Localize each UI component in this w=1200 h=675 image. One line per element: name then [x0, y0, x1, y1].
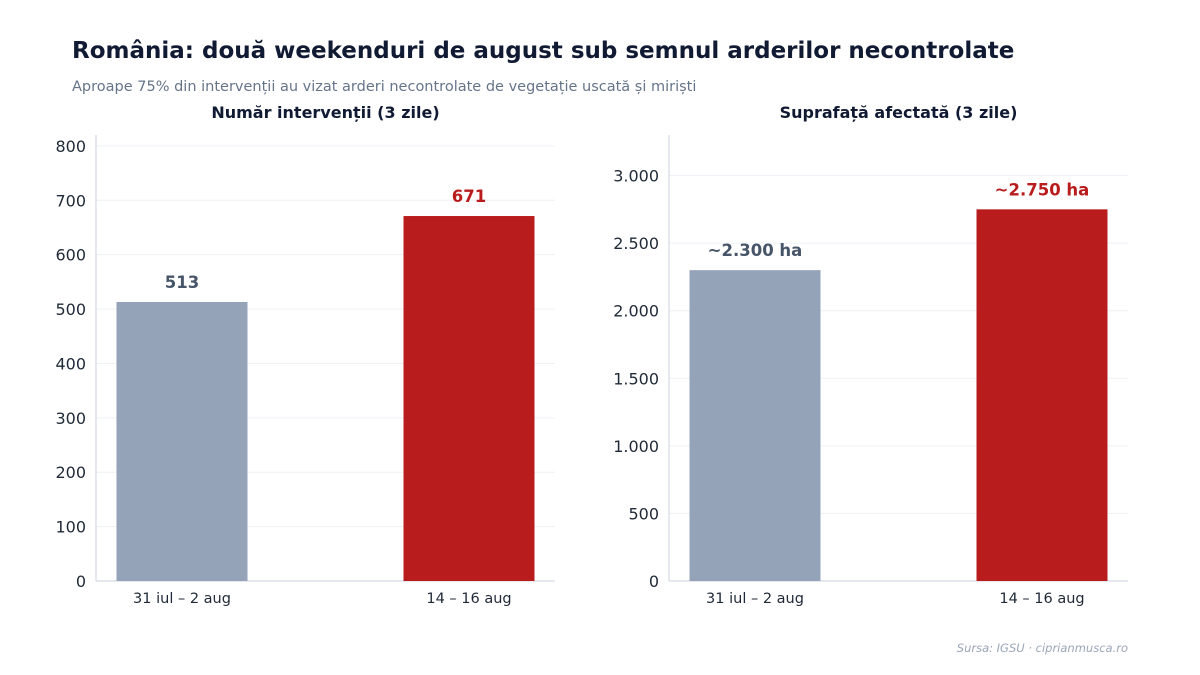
- data-label: ~2.300 ha: [708, 241, 803, 260]
- data-label: ~2.750 ha: [995, 180, 1090, 199]
- page-title: România: două weekenduri de august sub s…: [72, 38, 1015, 64]
- y-tick-label: 300: [55, 409, 86, 428]
- y-tick-label: 100: [55, 518, 86, 537]
- y-tick-label: 0: [649, 572, 659, 591]
- y-tick-label: 2.000: [613, 302, 659, 321]
- y-tick-label: 800: [55, 137, 86, 156]
- category-label: 14 – 16 aug: [426, 591, 511, 607]
- y-tick-label: 700: [55, 191, 86, 210]
- source-note: Sursa: IGSU · ciprianmusca.ro: [956, 641, 1128, 655]
- category-label: 31 iul – 2 aug: [133, 591, 231, 607]
- y-tick-label: 200: [55, 463, 86, 482]
- chart-title: Număr intervenții (3 zile): [211, 103, 439, 122]
- y-tick-label: 1.000: [613, 437, 659, 456]
- y-tick-label: 2.500: [613, 234, 659, 253]
- y-tick-label: 500: [628, 504, 659, 523]
- chart-title: Suprafață afectată (3 zile): [780, 103, 1018, 122]
- y-tick-label: 3.000: [613, 167, 659, 186]
- data-label: 671: [452, 187, 486, 206]
- category-label: 31 iul – 2 aug: [706, 591, 804, 607]
- data-label: 513: [165, 273, 199, 292]
- page-subtitle: Aproape 75% din intervenții au vizat ard…: [72, 79, 697, 95]
- y-tick-label: 500: [55, 300, 86, 319]
- y-tick-label: 400: [55, 354, 86, 373]
- bar-highlight: [976, 209, 1108, 582]
- bar-baseline: [689, 270, 821, 581]
- y-tick-label: 600: [55, 246, 86, 265]
- y-tick-label: 1.500: [613, 369, 659, 388]
- bar-baseline: [116, 301, 248, 581]
- category-label: 14 – 16 aug: [999, 591, 1084, 607]
- y-tick-label: 0: [76, 572, 86, 591]
- bar-highlight: [403, 216, 535, 582]
